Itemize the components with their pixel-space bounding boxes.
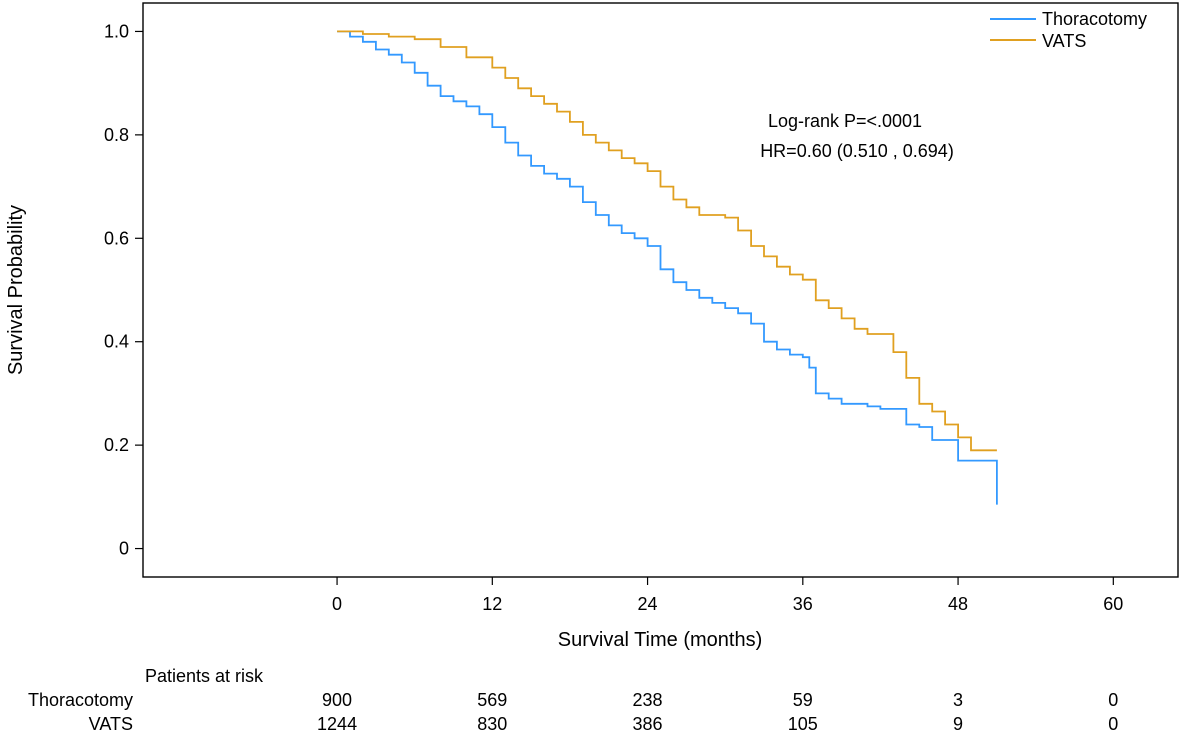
x-axis-ticks: 0 12 24 36 48 60 bbox=[332, 577, 1123, 614]
series-line-vats bbox=[337, 30, 997, 452]
x-tick-label: 24 bbox=[638, 594, 658, 614]
x-tick-label: 36 bbox=[793, 594, 813, 614]
risk-count-vats: 9 bbox=[953, 714, 963, 732]
risk-count-thoracotomy: 569 bbox=[477, 690, 507, 710]
risk-table: Patients at risk Thoracotomy VATS 900 569… bbox=[28, 666, 1118, 732]
risk-table-title: Patients at risk bbox=[145, 666, 264, 686]
y-tick-label: 0.6 bbox=[104, 228, 129, 248]
risk-count-vats: 386 bbox=[633, 714, 663, 732]
series-line-thoracotomy bbox=[337, 30, 998, 505]
y-tick-label: 0.8 bbox=[104, 125, 129, 145]
x-tick-label: 0 bbox=[332, 594, 342, 614]
risk-count-vats: 105 bbox=[788, 714, 818, 732]
x-axis-title: Survival Time (months) bbox=[558, 629, 763, 651]
x-tick-label: 60 bbox=[1103, 594, 1123, 614]
risk-count-vats: 1244 bbox=[317, 714, 357, 732]
risk-count-vats: 0 bbox=[1108, 714, 1118, 732]
risk-row-label-thoracotomy: Thoracotomy bbox=[28, 690, 133, 710]
legend-label-thoracotomy: Thoracotomy bbox=[1042, 9, 1147, 29]
y-tick-label: 0.4 bbox=[104, 332, 129, 352]
hr-annotation: HR=0.60 (0.510 , 0.694) bbox=[760, 141, 954, 161]
y-axis-ticks: 0 0.2 0.4 0.6 0.8 1.0 bbox=[104, 21, 143, 559]
y-tick-label: 0.2 bbox=[104, 435, 129, 455]
risk-count-thoracotomy: 0 bbox=[1108, 690, 1118, 710]
series-layer bbox=[337, 30, 998, 505]
risk-count-vats: 830 bbox=[477, 714, 507, 732]
legend: Thoracotomy VATS bbox=[990, 9, 1147, 51]
x-tick-label: 48 bbox=[948, 594, 968, 614]
y-axis-title: Survival Probability bbox=[5, 205, 27, 375]
risk-count-thoracotomy: 238 bbox=[633, 690, 663, 710]
y-tick-label: 1.0 bbox=[104, 21, 129, 41]
logrank-annotation: Log-rank P=<.0001 bbox=[768, 111, 922, 131]
y-tick-label: 0 bbox=[119, 539, 129, 559]
legend-label-vats: VATS bbox=[1042, 31, 1086, 51]
risk-count-thoracotomy: 900 bbox=[322, 690, 352, 710]
risk-count-thoracotomy: 59 bbox=[793, 690, 813, 710]
risk-counts: 900 569 238 59 3 0 1244 830 386 105 9 0 bbox=[317, 690, 1118, 732]
risk-count-thoracotomy: 3 bbox=[953, 690, 963, 710]
plot-frame bbox=[142, 2, 1179, 578]
risk-row-label-vats: VATS bbox=[89, 714, 133, 732]
x-tick-label: 12 bbox=[482, 594, 502, 614]
